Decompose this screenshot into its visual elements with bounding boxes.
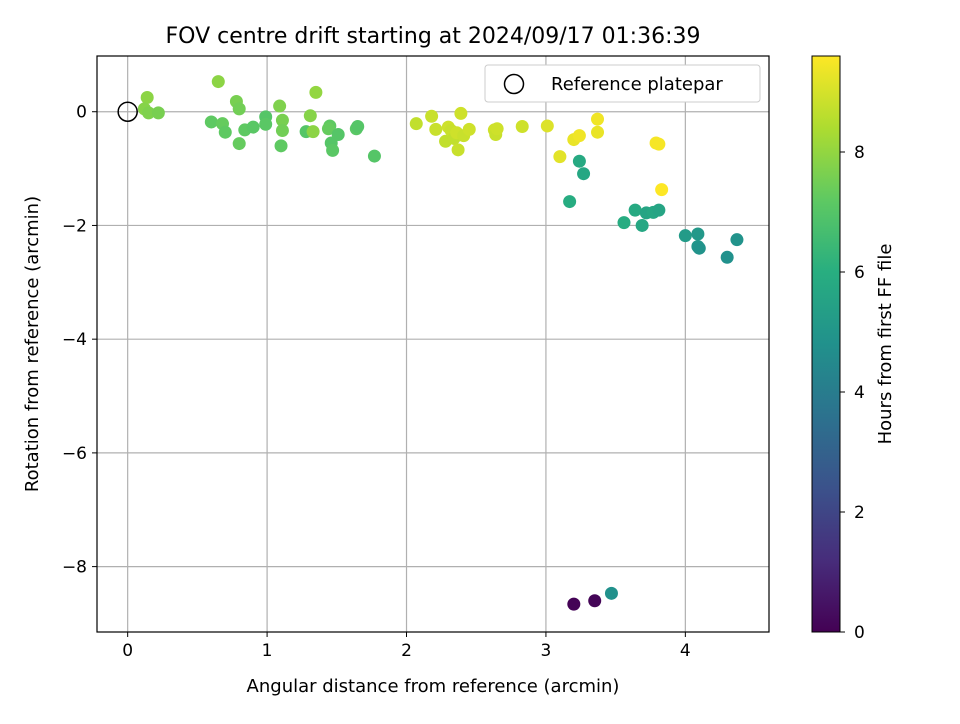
- data-point: [303, 109, 317, 123]
- y-axis-label: Rotation from reference (arcmin): [22, 196, 43, 492]
- x-tick-label: 0: [122, 641, 133, 661]
- colorbar-gradient: [811, 55, 841, 633]
- data-point: [309, 85, 323, 99]
- data-point: [151, 106, 165, 120]
- reference-platepar-marker: [117, 101, 138, 122]
- plot-area-frame: [96, 55, 770, 633]
- x-tick-label: 4: [680, 641, 691, 661]
- legend-box: [484, 64, 761, 103]
- data-point: [652, 203, 666, 217]
- legend-entry-label: Reference platepar: [551, 74, 723, 95]
- grid-lines: [97, 56, 769, 632]
- colorbar-tick-label: 2: [854, 503, 865, 523]
- legend-marker-open-circle: [503, 73, 525, 95]
- data-point: [678, 229, 692, 243]
- data-point: [490, 122, 504, 136]
- colorbar-tick-label: 8: [854, 143, 865, 163]
- data-point: [218, 125, 232, 139]
- data-point: [306, 125, 320, 139]
- data-point: [635, 218, 649, 232]
- data-point: [628, 203, 642, 217]
- data-point: [326, 143, 340, 157]
- data-point: [204, 115, 218, 129]
- data-point: [140, 91, 154, 105]
- y-tick-label: 0: [76, 103, 87, 123]
- data-point: [692, 241, 706, 255]
- colorbar-label: Hours from first FF file: [875, 244, 896, 445]
- colorbar: 0 2 4 6 8 Hours from first FF file: [811, 55, 896, 643]
- data-point: [604, 586, 618, 600]
- data-point: [617, 216, 631, 230]
- data-point: [591, 112, 605, 126]
- data-point: [273, 99, 287, 113]
- data-point: [232, 137, 246, 151]
- y-tick-label: −2: [62, 216, 87, 236]
- data-point: [275, 113, 289, 127]
- data-point: [142, 106, 156, 120]
- data-point: [321, 122, 335, 136]
- data-point: [540, 119, 554, 133]
- data-point: [211, 75, 225, 89]
- data-point: [730, 233, 744, 247]
- data-point: [563, 195, 577, 209]
- data-point: [274, 139, 288, 153]
- data-point: [275, 123, 289, 137]
- y-tick-label: −4: [62, 330, 87, 350]
- data-point: [720, 250, 734, 264]
- data-point: [232, 102, 246, 116]
- y-tick-label: −8: [62, 558, 87, 578]
- data-point: [572, 154, 586, 168]
- data-points: [117, 75, 744, 611]
- colorbar-tick-label: 0: [854, 623, 865, 643]
- colorbar-ticks: 0 2 4 6 8: [840, 143, 865, 643]
- data-point: [553, 150, 567, 164]
- data-point: [591, 125, 605, 139]
- data-point: [691, 227, 705, 241]
- colorbar-tick-label: 6: [854, 263, 865, 283]
- data-point: [451, 143, 465, 157]
- data-point: [425, 109, 439, 123]
- y-tick-label: −6: [62, 444, 87, 464]
- axis-ticks: 0 1 2 3 4 0 −2 −4 −6 −8: [62, 103, 691, 661]
- data-point: [351, 120, 365, 134]
- data-point: [429, 122, 443, 136]
- data-point: [462, 122, 476, 136]
- data-point: [652, 137, 666, 151]
- data-point: [246, 120, 260, 134]
- colorbar-tick-label: 4: [854, 383, 865, 403]
- legend: Reference platepar: [484, 64, 761, 103]
- data-point: [572, 129, 586, 143]
- data-point: [367, 149, 381, 163]
- data-point: [515, 120, 529, 134]
- x-tick-label: 3: [541, 641, 552, 661]
- x-axis-label: Angular distance from reference (arcmin): [247, 676, 620, 697]
- data-point: [454, 106, 468, 120]
- data-point: [588, 594, 602, 608]
- data-point: [567, 597, 581, 611]
- data-point: [259, 117, 273, 131]
- data-point: [577, 167, 591, 181]
- data-point: [655, 183, 669, 197]
- x-tick-label: 1: [262, 641, 273, 661]
- chart-title: FOV centre drift starting at 2024/09/17 …: [166, 24, 701, 49]
- data-point: [331, 127, 345, 141]
- x-tick-label: 2: [401, 641, 412, 661]
- data-point: [409, 117, 423, 131]
